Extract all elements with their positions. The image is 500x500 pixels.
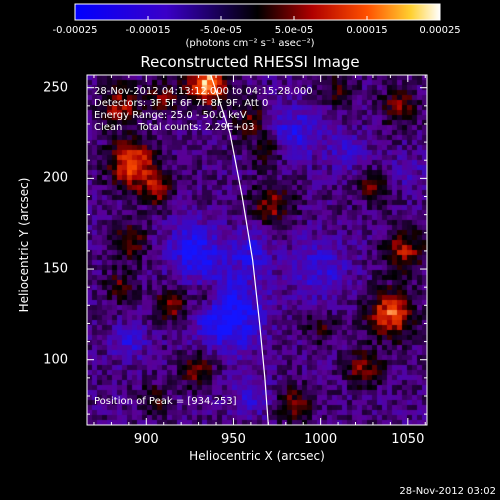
heatmap-image: [87, 75, 427, 425]
x-tick-label: 1050: [391, 432, 425, 447]
clean-counts-text: Clean Total counts: 2.29E+03: [94, 122, 255, 133]
y-axis-label: Heliocentric Y (arcsec): [17, 177, 31, 313]
x-tick-label: 1000: [304, 432, 338, 447]
chart-title: Reconstructed RHESSI Image: [140, 53, 360, 71]
solar-limb-line: [210, 74, 269, 426]
timestamp: 28-Nov-2012 03:02: [399, 486, 496, 497]
energy-range-text: Energy Range: 25.0 - 50.0 keV: [94, 110, 247, 121]
colorbar-ticks: [74, 16, 441, 20]
plot-frame: [86, 74, 428, 426]
y-tick-label: 100: [43, 352, 68, 368]
colorbar-tick-label: 5.0e-05: [274, 25, 314, 36]
colorbar-label: (photons cm⁻² s⁻¹ asec⁻²): [185, 38, 315, 49]
x-tick-label: 900: [133, 432, 159, 447]
detectors-text: Detectors: 3F 5F 6F 7F 8F 9F, Att 0: [94, 98, 269, 109]
colorbar-tick-label: 0.00025: [419, 25, 461, 36]
y-tick-label: 200: [43, 170, 68, 186]
colorbar-gradient: [74, 3, 441, 21]
peak-position-text: Position of Peak = [934,253]: [94, 396, 237, 407]
colorbar-tick-label: -0.00015: [125, 25, 171, 36]
y-tick-label: 150: [43, 261, 68, 277]
colorbar: [74, 3, 441, 21]
x-axis-label: Heliocentric X (arcsec): [189, 449, 325, 463]
x-tick-label: 950: [221, 432, 246, 447]
colorbar-tick-label: -0.00025: [52, 25, 98, 36]
time-range-text: 28-Nov-2012 04:13:12.000 to 04:15:28.000: [94, 86, 313, 97]
colorbar-tick-label: -5.0e-05: [200, 25, 242, 36]
colorbar-tick-label: 0.00015: [346, 25, 388, 36]
y-tick-label: 250: [43, 80, 68, 96]
axis-ticks: [87, 75, 427, 425]
